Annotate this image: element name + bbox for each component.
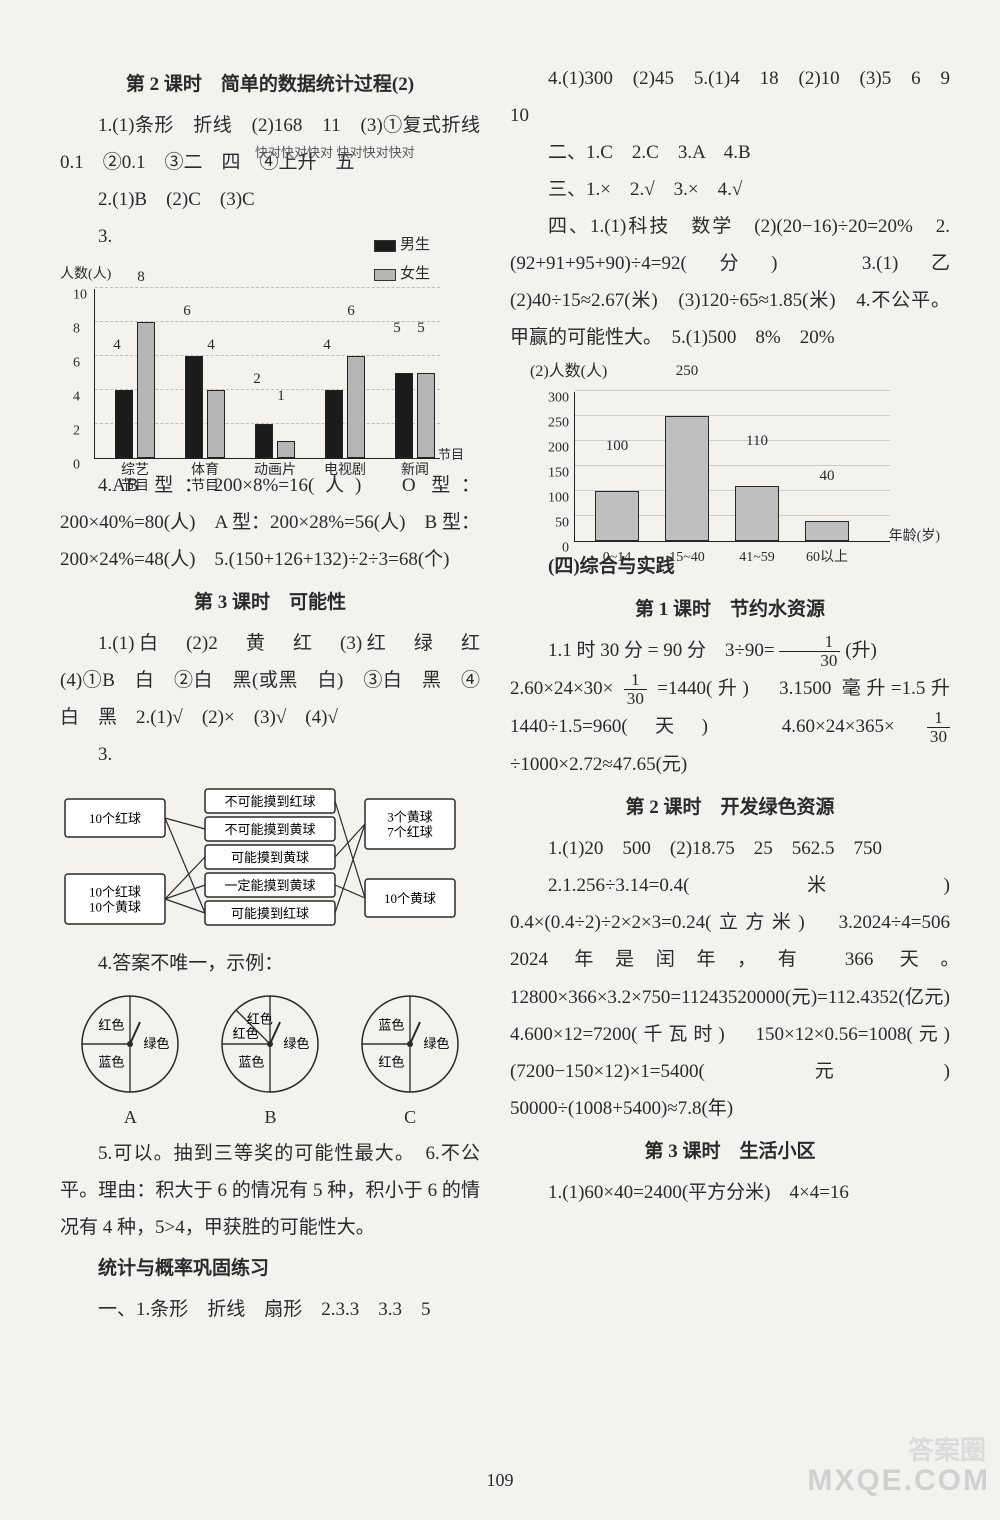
left-p9: 一、1.条形 折线 扇形 2.3.3 3.3 5 [60,1291,480,1328]
svg-text:一定能摸到黄球: 一定能摸到黄球 [224,878,315,893]
left-p8: 5.可以。抽到三等奖的可能性最大。 6.不公平。理由：积大于 6 的情况有 5 … [60,1135,480,1246]
svg-text:红色: 红色 [247,1012,273,1027]
right-p6: 2.60×24×30× 130 =1440(升) 3.1500 毫升=1.5升 … [510,670,950,783]
right-column: 4.(1)300 (2)45 5.(1)4 18 (2)10 (3)5 6 9 … [510,60,950,1328]
legend-girls: 女生 [400,260,430,289]
chart2-title: (2)人数(人) [530,356,950,387]
right-p5: 1.1 时 30 分 = 90 分 3÷90= 130 (升) [510,632,950,670]
svg-text:蓝色: 蓝色 [238,1055,264,1070]
svg-text:蓝色: 蓝色 [378,1017,404,1032]
left-p5: 1.(1)白 (2)2 黄 红 (3)红 绿 红 (4)①B 白 ②白 黑(或黑… [60,625,480,736]
pie-label-A: A [124,1100,137,1135]
p6-pre: 2.60×24×30× [510,678,613,699]
small-annotation: 快对快对快对 快对快对快对 [255,146,415,160]
pie-A: 蓝色 红色绿色 [76,990,184,1098]
left-p7: 4.答案不唯一，示例： [60,945,480,982]
section-heading-stats: 统计与概率巩固练习 [60,1250,480,1287]
right-p9: 1.(1)60×40=2400(平方分米) 4×4=16 [510,1174,950,1211]
pie-B: 蓝色红色红色绿色 [216,990,324,1098]
svg-text:红色: 红色 [378,1055,404,1070]
fraction-1-30-c: 130 [927,709,950,746]
svg-text:10个红球: 10个红球 [89,811,141,826]
chart2-xtitle: 年龄(岁) [889,523,940,550]
left-p6: 3. [60,736,480,773]
svg-text:红色: 红色 [98,1017,124,1032]
lesson-heading-water: 第 1 课时 节约水资源 [510,591,950,628]
pie-row: 蓝色红色绿色 蓝色红色红色绿色 红色蓝色绿色 [60,990,480,1098]
p5-post: (升) [845,640,877,661]
svg-text:可能摸到黄球: 可能摸到黄球 [231,850,309,865]
right-p1: 4.(1)300 (2)45 5.(1)4 18 (2)10 (3)5 6 9 … [510,60,950,134]
chart1-legend: 男生 女生 [374,231,430,290]
left-column: 第 2 课时 简单的数据统计过程(2) 1.(1)条形 折线 (2)168 11… [60,60,480,1328]
pie-C: 红色 蓝色绿色 [356,990,464,1098]
svg-text:蓝色: 蓝色 [98,1055,124,1070]
watermark-main: MXQE.COM [807,1452,990,1511]
p6-post: ÷1000×2.72≈47.65(元) [510,754,687,775]
pie-label-B: B [264,1100,276,1135]
p5-pre: 1.1 时 30 分 = 90 分 3÷90= [548,640,775,661]
section-heading-4: (四)综合与实践 [510,548,950,585]
fraction-1-30-b: 130 [624,671,647,708]
left-p2: 2.(1)B (2)C (3)C [60,181,480,218]
lesson-heading-2: 第 3 课时 可能性 [60,584,480,621]
lesson-heading-green: 第 2 课时 开发绿色资源 [510,789,950,826]
svg-text:不可能摸到红球: 不可能摸到红球 [224,794,315,809]
right-p3: 三、1.× 2.√ 3.× 4.√ [510,171,950,208]
svg-text:10个黄球: 10个黄球 [89,899,141,914]
chart-programs: 男生 女生 人数(人) 节目 024681048综艺 节目64体育 节目21动画… [60,261,440,458]
svg-text:绿色: 绿色 [283,1036,309,1051]
legend-boys: 男生 [400,231,430,260]
chart-ages: 年龄(岁) 0501001502002503001000~1425015~401… [530,392,890,542]
right-p4: 四、1.(1)科技 数学 (2)(20−16)÷20=20% 2.(92+91+… [510,208,950,356]
pie-label-C: C [404,1100,416,1135]
lesson-heading-community: 第 3 课时 生活小区 [510,1133,950,1170]
probability-diagram: 10个红球10个红球10个黄球不可能摸到红球不可能摸到黄球可能摸到黄球一定能摸到… [60,779,460,939]
svg-text:7个红球: 7个红球 [387,824,433,839]
pie-labels: A B C [60,1100,480,1135]
page-number: 109 [487,1463,514,1498]
fraction-1-30-a: 130 [779,633,840,670]
right-p2: 二、1.C 2.C 3.A 4.B [510,134,950,171]
svg-text:3个黄球: 3个黄球 [387,809,433,824]
svg-text:10个红球: 10个红球 [89,884,141,899]
lesson-heading-1: 第 2 课时 简单的数据统计过程(2) [60,66,480,103]
svg-text:不可能摸到黄球: 不可能摸到黄球 [224,822,315,837]
svg-text:绿色: 绿色 [423,1036,449,1051]
svg-text:绿色: 绿色 [143,1036,169,1051]
svg-text:可能摸到红球: 可能摸到红球 [231,906,309,921]
right-p7: 1.(1)20 500 (2)18.75 25 562.5 750 [510,830,950,867]
svg-text:10个黄球: 10个黄球 [384,891,436,906]
right-p8: 2.1.256÷3.14=0.4(米) 0.4×(0.4÷2)÷2×2×3=0.… [510,867,950,1126]
